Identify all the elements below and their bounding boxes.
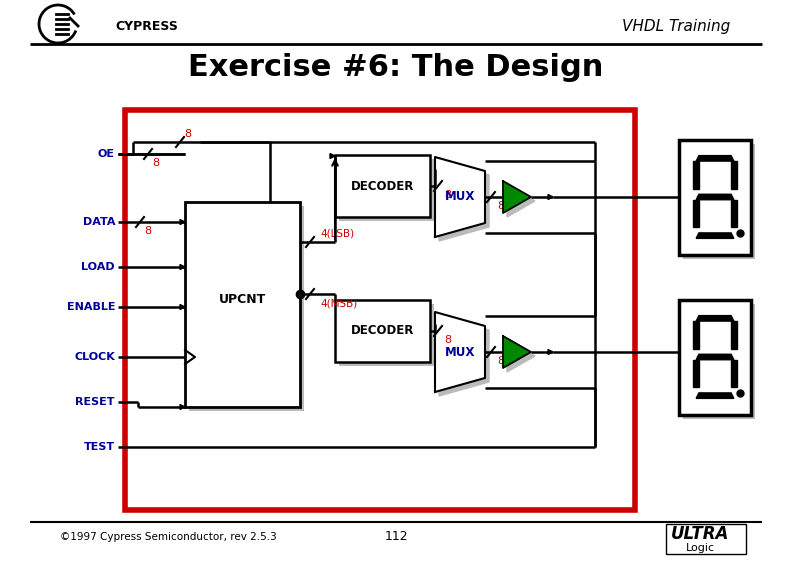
Polygon shape bbox=[696, 354, 734, 360]
Text: 112: 112 bbox=[384, 531, 408, 543]
Text: LOAD: LOAD bbox=[82, 262, 115, 272]
Bar bbox=[666, 524, 746, 554]
Text: CYPRESS: CYPRESS bbox=[115, 20, 178, 33]
Polygon shape bbox=[731, 360, 737, 387]
Polygon shape bbox=[731, 200, 737, 228]
Text: DATA: DATA bbox=[82, 217, 115, 227]
Polygon shape bbox=[503, 181, 531, 213]
Text: DECODER: DECODER bbox=[351, 324, 414, 338]
Text: VHDL Training: VHDL Training bbox=[622, 20, 730, 34]
Bar bbox=[679, 300, 751, 415]
Polygon shape bbox=[548, 350, 553, 355]
Text: 4(MSB): 4(MSB) bbox=[320, 298, 357, 308]
Text: CLOCK: CLOCK bbox=[74, 352, 115, 362]
Bar bbox=[679, 139, 751, 255]
Polygon shape bbox=[180, 405, 185, 410]
Polygon shape bbox=[503, 336, 531, 368]
Text: 8: 8 bbox=[144, 226, 151, 236]
Text: TEST: TEST bbox=[84, 442, 115, 452]
Polygon shape bbox=[696, 233, 734, 238]
Bar bbox=[125, 110, 635, 510]
Text: UPCNT: UPCNT bbox=[219, 293, 266, 306]
Bar bbox=[339, 159, 434, 221]
Polygon shape bbox=[180, 265, 185, 270]
Polygon shape bbox=[330, 153, 335, 158]
Polygon shape bbox=[180, 220, 185, 224]
Bar bbox=[189, 206, 304, 411]
Text: 8: 8 bbox=[152, 158, 159, 168]
Text: 8: 8 bbox=[497, 356, 505, 366]
Polygon shape bbox=[696, 194, 734, 200]
Polygon shape bbox=[180, 305, 185, 310]
Bar bbox=[683, 143, 755, 259]
Text: 8: 8 bbox=[444, 190, 451, 200]
Text: ©1997 Cypress Semiconductor, rev 2.5.3: ©1997 Cypress Semiconductor, rev 2.5.3 bbox=[60, 532, 276, 542]
Polygon shape bbox=[435, 312, 485, 392]
Polygon shape bbox=[435, 157, 485, 237]
Text: 8: 8 bbox=[444, 335, 451, 345]
Polygon shape bbox=[694, 360, 699, 387]
Polygon shape bbox=[439, 316, 489, 396]
Polygon shape bbox=[694, 321, 699, 349]
Bar bbox=[185, 202, 300, 407]
Text: 8: 8 bbox=[497, 201, 505, 211]
Polygon shape bbox=[731, 161, 737, 189]
Polygon shape bbox=[696, 316, 734, 321]
Polygon shape bbox=[696, 393, 734, 398]
Text: OE: OE bbox=[98, 149, 115, 159]
Text: DECODER: DECODER bbox=[351, 179, 414, 193]
Text: Logic: Logic bbox=[685, 543, 714, 553]
Text: 8: 8 bbox=[185, 129, 192, 139]
Polygon shape bbox=[694, 161, 699, 189]
Polygon shape bbox=[507, 185, 535, 217]
Polygon shape bbox=[548, 194, 553, 200]
Bar bbox=[335, 155, 430, 217]
Polygon shape bbox=[439, 161, 489, 241]
Bar bbox=[683, 303, 755, 419]
Text: Exercise #6: The Design: Exercise #6: The Design bbox=[188, 52, 604, 81]
Text: 4(LSB): 4(LSB) bbox=[320, 228, 354, 238]
Text: RESET: RESET bbox=[75, 397, 115, 407]
Polygon shape bbox=[507, 340, 535, 372]
Text: ENABLE: ENABLE bbox=[67, 302, 115, 312]
Polygon shape bbox=[696, 156, 734, 161]
Bar bbox=[335, 300, 430, 362]
Text: MUX: MUX bbox=[445, 191, 475, 203]
Polygon shape bbox=[694, 200, 699, 228]
Polygon shape bbox=[731, 321, 737, 349]
Bar bbox=[339, 304, 434, 366]
Text: ULTRA: ULTRA bbox=[671, 525, 729, 543]
Text: MUX: MUX bbox=[445, 346, 475, 359]
